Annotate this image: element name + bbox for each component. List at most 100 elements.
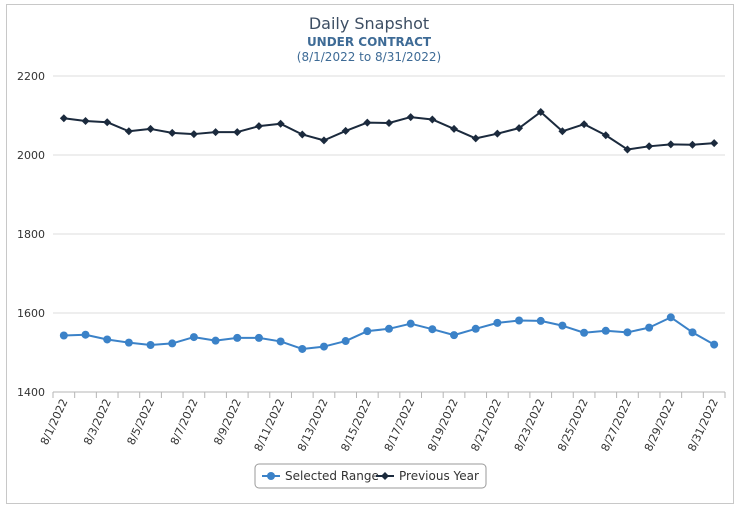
data-point-previous-year[interactable] xyxy=(189,130,198,139)
legend-marker-selected-range xyxy=(267,472,275,480)
data-point-previous-year[interactable] xyxy=(645,142,654,151)
y-axis-ticks: 1400 1600 1800 2000 2200 xyxy=(17,70,45,399)
chart-date-range: (8/1/2022 to 8/31/2022) xyxy=(297,50,441,64)
data-point-previous-year[interactable] xyxy=(81,117,90,126)
x-tick-label: 8/19/2022 xyxy=(425,397,461,454)
data-point-selected-range[interactable] xyxy=(233,333,242,342)
x-tick-label: 8/29/2022 xyxy=(642,397,678,454)
data-point-selected-range[interactable] xyxy=(341,337,350,346)
data-point-selected-range[interactable] xyxy=(168,339,177,348)
data-point-selected-range[interactable] xyxy=(298,344,307,353)
x-tick-label: 8/25/2022 xyxy=(555,397,591,454)
data-point-previous-year[interactable] xyxy=(146,124,155,133)
data-point-selected-range[interactable] xyxy=(103,335,112,344)
x-tick-label: 8/15/2022 xyxy=(338,397,374,454)
data-point-previous-year[interactable] xyxy=(623,145,632,154)
x-tick-label: 8/23/2022 xyxy=(512,397,548,454)
data-point-selected-range[interactable] xyxy=(710,340,719,349)
data-point-selected-range[interactable] xyxy=(623,328,632,337)
x-tick-label: 8/7/2022 xyxy=(168,397,201,447)
x-tick-label: 8/5/2022 xyxy=(125,397,158,447)
chart-frame xyxy=(6,4,734,504)
data-point-previous-year[interactable] xyxy=(341,126,350,135)
data-point-previous-year[interactable] xyxy=(103,118,112,127)
y-tick-label: 2000 xyxy=(17,149,45,162)
y-tick-label: 2200 xyxy=(17,70,45,83)
data-point-previous-year[interactable] xyxy=(298,130,307,139)
data-point-selected-range[interactable] xyxy=(471,324,480,333)
x-tick-label: 8/31/2022 xyxy=(685,397,721,454)
data-point-previous-year[interactable] xyxy=(59,114,68,123)
data-point-selected-range[interactable] xyxy=(450,331,459,340)
y-tick-label: 1800 xyxy=(17,228,45,241)
y-tick-label: 1600 xyxy=(17,307,45,320)
data-point-selected-range[interactable] xyxy=(211,336,220,345)
data-point-selected-range[interactable] xyxy=(406,319,415,328)
chart-title: Daily Snapshot xyxy=(309,14,429,33)
data-point-previous-year[interactable] xyxy=(515,124,524,133)
x-tick-label: 8/13/2022 xyxy=(295,397,331,454)
data-point-previous-year[interactable] xyxy=(471,134,480,143)
data-point-selected-range[interactable] xyxy=(124,338,133,347)
data-point-selected-range[interactable] xyxy=(580,328,589,337)
data-point-previous-year[interactable] xyxy=(124,127,133,136)
data-point-selected-range[interactable] xyxy=(428,325,437,334)
data-point-selected-range[interactable] xyxy=(645,323,654,332)
data-point-selected-range[interactable] xyxy=(515,316,524,325)
data-point-previous-year[interactable] xyxy=(276,119,285,128)
data-point-selected-range[interactable] xyxy=(558,321,567,330)
data-point-selected-range[interactable] xyxy=(81,330,90,339)
x-tick-label: 8/9/2022 xyxy=(211,397,244,447)
data-point-previous-year[interactable] xyxy=(363,118,372,127)
data-point-previous-year[interactable] xyxy=(319,136,328,145)
data-point-previous-year[interactable] xyxy=(385,119,393,128)
legend-box xyxy=(254,463,487,489)
series-line-selected-range xyxy=(63,316,715,350)
data-point-previous-year[interactable] xyxy=(168,128,177,137)
data-point-selected-range[interactable] xyxy=(276,337,285,346)
legend[interactable]: Selected Range Previous Year xyxy=(254,463,487,489)
x-axis: 8/1/2022 8/3/2022 8/5/2022 8/7/2022 8/9/2022… xyxy=(38,391,726,454)
data-point-previous-year[interactable] xyxy=(428,115,437,124)
legend-label-selected-range: Selected Range xyxy=(285,469,379,483)
data-point-previous-year[interactable] xyxy=(536,107,545,116)
data-point-selected-range[interactable] xyxy=(688,328,697,337)
x-tick-label: 8/11/2022 xyxy=(252,397,288,454)
data-point-selected-range[interactable] xyxy=(254,333,263,342)
y-tick-label: 1400 xyxy=(17,386,45,399)
data-point-selected-range[interactable] xyxy=(189,333,198,342)
data-point-selected-range[interactable] xyxy=(59,331,68,340)
data-point-previous-year[interactable] xyxy=(666,140,675,149)
data-point-previous-year[interactable] xyxy=(211,128,220,137)
data-point-selected-range[interactable] xyxy=(601,326,610,335)
data-point-selected-range[interactable] xyxy=(666,313,675,322)
legend-label-previous-year: Previous Year xyxy=(399,469,479,483)
data-point-previous-year[interactable] xyxy=(233,128,242,137)
data-point-selected-range[interactable] xyxy=(146,340,155,349)
legend-marker-previous-year xyxy=(381,472,389,480)
data-point-previous-year[interactable] xyxy=(558,127,567,136)
chart-subtitle: UNDER CONTRACT xyxy=(307,35,432,49)
data-point-previous-year[interactable] xyxy=(601,131,610,140)
data-point-previous-year[interactable] xyxy=(450,124,459,133)
x-tick-label: 8/21/2022 xyxy=(468,397,504,454)
data-point-previous-year[interactable] xyxy=(688,140,697,149)
data-point-selected-range[interactable] xyxy=(536,316,545,325)
legend-item-selected-range[interactable]: Selected Range xyxy=(262,469,379,483)
data-point-selected-range[interactable] xyxy=(493,318,502,327)
data-point-previous-year[interactable] xyxy=(580,120,589,129)
x-tick-label: 8/1/2022 xyxy=(38,397,71,447)
data-point-previous-year[interactable] xyxy=(254,122,263,131)
data-point-previous-year[interactable] xyxy=(710,139,719,148)
data-point-previous-year[interactable] xyxy=(406,113,415,122)
legend-item-previous-year[interactable]: Previous Year xyxy=(376,469,479,483)
data-point-previous-year[interactable] xyxy=(493,129,502,138)
data-point-selected-range[interactable] xyxy=(363,327,372,336)
series-previous-year xyxy=(59,107,719,154)
x-tick-label: 8/27/2022 xyxy=(599,397,635,454)
data-point-selected-range[interactable] xyxy=(319,342,328,351)
series-line-previous-year xyxy=(63,110,715,151)
data-point-selected-range[interactable] xyxy=(385,324,393,333)
series-selected-range xyxy=(59,313,719,353)
